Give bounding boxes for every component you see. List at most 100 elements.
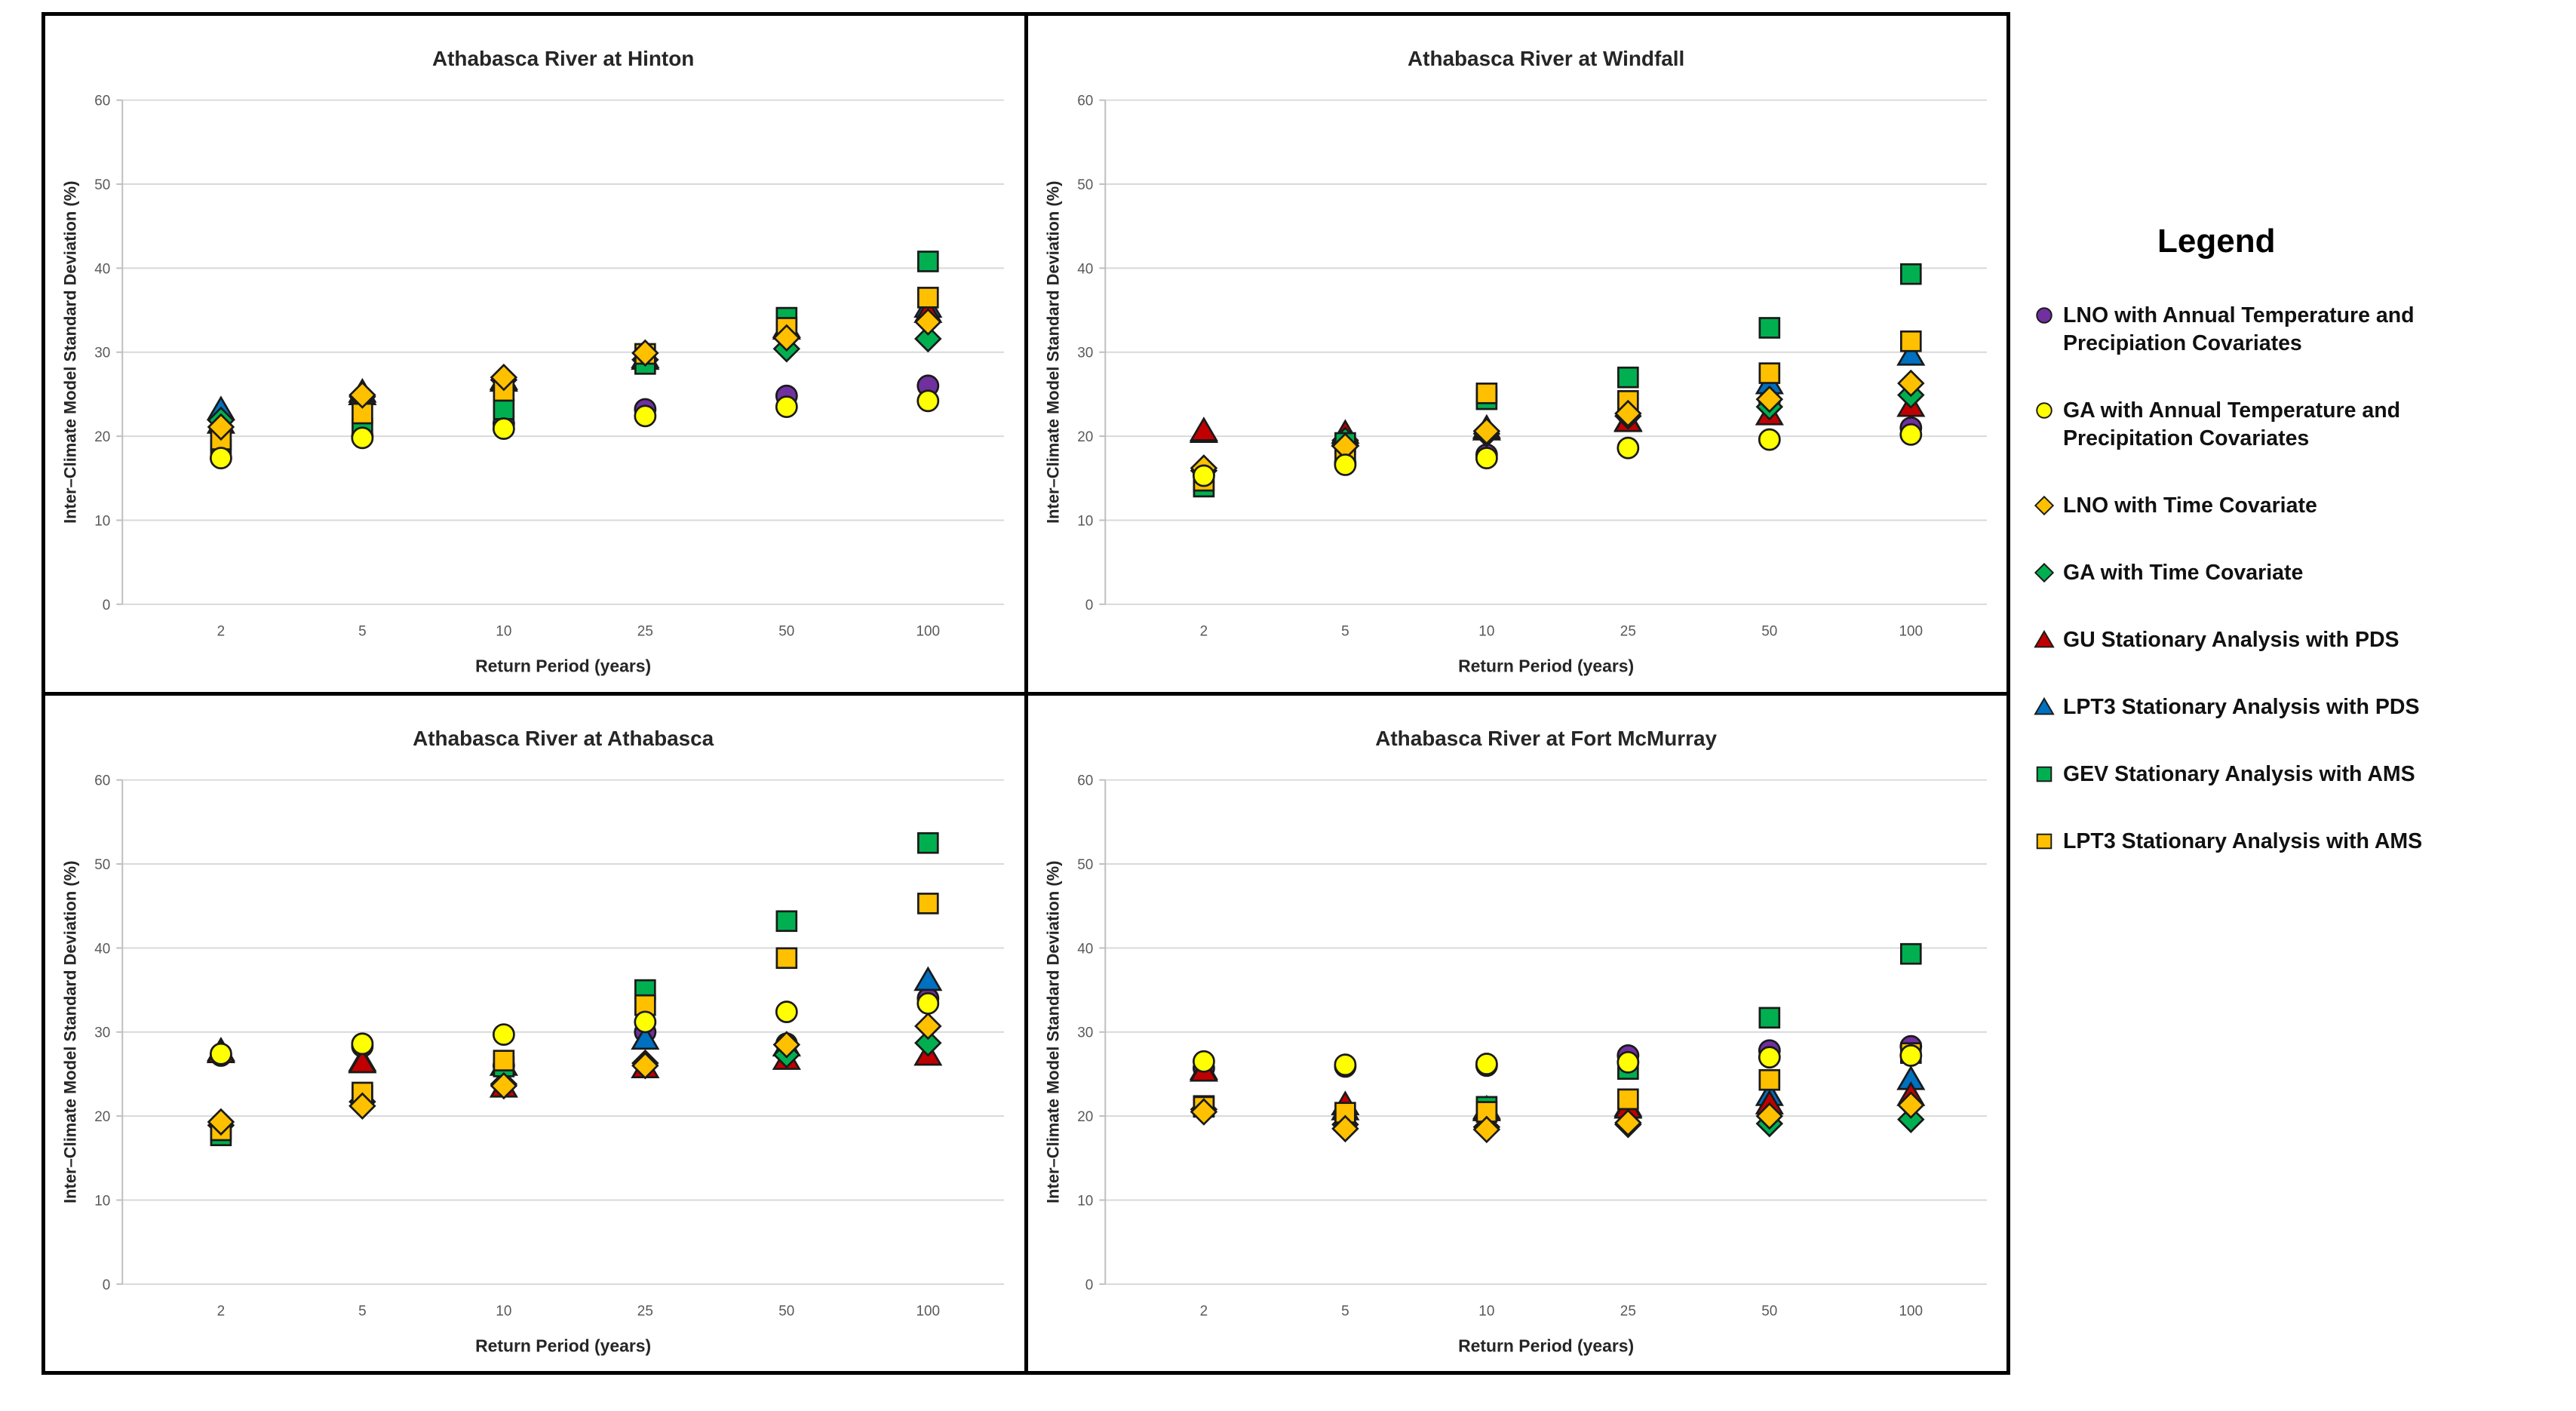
svg-text:100: 100 xyxy=(1899,1303,1923,1319)
svg-text:40: 40 xyxy=(1077,261,1093,277)
svg-text:0: 0 xyxy=(1085,598,1093,613)
legend-marker-diamond-icon xyxy=(2034,563,2055,583)
legend-marker-triangle-icon xyxy=(2034,630,2055,648)
svg-text:10: 10 xyxy=(1077,513,1093,529)
svg-text:100: 100 xyxy=(1899,624,1923,640)
svg-text:50: 50 xyxy=(1077,857,1093,873)
svg-text:Athabasca River at Fort McMurr: Athabasca River at Fort McMurray xyxy=(1375,726,1717,749)
legend-item-label: LNO with Annual Temperature and Precipia… xyxy=(2063,303,2415,356)
svg-text:40: 40 xyxy=(94,261,110,277)
legend-item-label: GA with Time Covariate xyxy=(2063,561,2304,586)
svg-text:50: 50 xyxy=(1761,1303,1777,1319)
svg-text:5: 5 xyxy=(1341,624,1349,640)
svg-text:25: 25 xyxy=(1620,624,1635,640)
svg-text:50: 50 xyxy=(1077,177,1093,193)
legend-items: LNO with Annual Temperature and Precipia… xyxy=(2033,302,2572,856)
svg-text:Return Period (years): Return Period (years) xyxy=(475,1336,651,1355)
svg-text:40: 40 xyxy=(1077,941,1093,957)
svg-text:Inter–Climate Model Standard D: Inter–Climate Model Standard Deviation (… xyxy=(1043,860,1062,1203)
svg-text:Athabasca River at Athabasca: Athabasca River at Athabasca xyxy=(413,726,714,749)
svg-text:Inter–Climate Model Standard D: Inter–Climate Model Standard Deviation (… xyxy=(60,860,79,1203)
panel-athabasca: 0 10 20 30 40 50 60 2 5 10 25 50 100 Athabasca River … xyxy=(45,695,1024,1371)
svg-text:5: 5 xyxy=(358,624,367,640)
svg-text:10: 10 xyxy=(1478,1303,1494,1319)
svg-text:30: 30 xyxy=(94,346,110,361)
legend-item-lno_cov: LNO with Annual Temperature and Precipia… xyxy=(2033,302,2572,358)
svg-text:10: 10 xyxy=(94,1193,110,1209)
svg-text:50: 50 xyxy=(1761,624,1777,640)
legend-item-label: LNO with Time Covariate xyxy=(2063,493,2317,518)
legend-marker-diamond-icon xyxy=(2034,496,2055,516)
svg-text:60: 60 xyxy=(1077,773,1093,788)
legend-item-label: LPT3 Stationary Analysis with AMS xyxy=(2063,829,2423,854)
svg-text:30: 30 xyxy=(1077,346,1093,361)
svg-text:100: 100 xyxy=(916,624,940,640)
svg-text:100: 100 xyxy=(916,1303,940,1319)
svg-text:Athabasca River at Windfall: Athabasca River at Windfall xyxy=(1408,47,1684,70)
svg-text:60: 60 xyxy=(94,773,110,788)
legend-marker-circle-icon xyxy=(2036,307,2053,324)
svg-text:0: 0 xyxy=(103,598,111,613)
svg-text:10: 10 xyxy=(1478,624,1494,640)
svg-text:Inter–Climate Model Standard D: Inter–Climate Model Standard Deviation (… xyxy=(1043,181,1062,524)
svg-text:5: 5 xyxy=(1341,1303,1349,1319)
legend-item-lpt3_pds: LPT3 Stationary Analysis with PDS xyxy=(2033,693,2572,721)
svg-text:25: 25 xyxy=(637,1303,653,1319)
svg-text:10: 10 xyxy=(1077,1193,1093,1209)
legend-marker-square-icon xyxy=(2036,767,2053,782)
svg-text:50: 50 xyxy=(94,857,110,873)
svg-text:10: 10 xyxy=(94,513,110,529)
legend-item-label: GEV Stationary Analysis with AMS xyxy=(2063,762,2415,787)
svg-text:2: 2 xyxy=(217,624,226,640)
svg-text:50: 50 xyxy=(778,624,794,640)
panel-windfall: 0 10 20 30 40 50 60 2 5 10 25 50 100 Athabasca River … xyxy=(1027,16,2006,692)
svg-text:10: 10 xyxy=(496,624,511,640)
svg-text:20: 20 xyxy=(94,1109,110,1125)
svg-text:30: 30 xyxy=(1077,1025,1093,1041)
svg-text:2: 2 xyxy=(1199,1303,1208,1319)
legend-item-lpt3_ams: LPT3 Stationary Analysis with AMS xyxy=(2033,828,2572,856)
svg-text:50: 50 xyxy=(94,177,110,193)
legend: Legend LNO with Annual Temperature and P… xyxy=(2033,223,2572,856)
legend-item-label: GA with Annual Temperature and Precipita… xyxy=(2063,398,2401,451)
legend-title: Legend xyxy=(2157,223,2276,260)
svg-text:Return Period (years): Return Period (years) xyxy=(1458,656,1634,676)
svg-text:2: 2 xyxy=(217,1303,226,1319)
svg-text:50: 50 xyxy=(778,1303,794,1319)
svg-text:60: 60 xyxy=(1077,94,1093,109)
legend-marker-circle-icon xyxy=(2036,402,2053,419)
svg-text:10: 10 xyxy=(496,1303,511,1319)
legend-item-ga_time: GA with Time Covariate xyxy=(2033,559,2572,587)
legend-marker-square-icon xyxy=(2036,834,2053,850)
svg-text:40: 40 xyxy=(94,941,110,957)
svg-text:Return Period (years): Return Period (years) xyxy=(475,656,651,676)
svg-text:30: 30 xyxy=(94,1025,110,1041)
panel-fort-mcmurray: 0 10 20 30 40 50 60 2 5 10 25 50 100 Athabasca River … xyxy=(1027,695,2006,1371)
svg-text:Athabasca River at Hinton: Athabasca River at Hinton xyxy=(432,47,694,70)
legend-item-label: LPT3 Stationary Analysis with PDS xyxy=(2063,695,2420,720)
legend-item-gev_ams: GEV Stationary Analysis with AMS xyxy=(2033,761,2572,788)
panel-hinton: 0 10 20 30 40 50 60 2 5 10 25 50 100 Athabasca River … xyxy=(45,16,1024,692)
svg-text:20: 20 xyxy=(1077,1109,1093,1125)
svg-text:Return Period (years): Return Period (years) xyxy=(1458,1336,1634,1355)
svg-text:2: 2 xyxy=(1199,624,1208,640)
svg-text:20: 20 xyxy=(94,429,110,445)
legend-item-ga_cov: GA with Annual Temperature and Precipita… xyxy=(2033,397,2572,453)
charts-grid: 0 10 20 30 40 50 60 2 5 10 25 50 100 Athabasca River … xyxy=(41,12,2010,1375)
svg-text:60: 60 xyxy=(94,94,110,109)
svg-text:25: 25 xyxy=(1620,1303,1635,1319)
svg-text:5: 5 xyxy=(358,1303,367,1319)
legend-marker-triangle-icon xyxy=(2034,697,2055,715)
svg-text:0: 0 xyxy=(1085,1277,1093,1293)
svg-text:0: 0 xyxy=(103,1277,111,1293)
svg-text:Inter–Climate Model Standard D: Inter–Climate Model Standard Deviation (… xyxy=(60,181,79,524)
legend-item-lno_time: LNO with Time Covariate xyxy=(2033,492,2572,520)
svg-text:25: 25 xyxy=(637,624,653,640)
legend-item-gu_pds: GU Stationary Analysis with PDS xyxy=(2033,626,2572,654)
svg-text:20: 20 xyxy=(1077,429,1093,445)
